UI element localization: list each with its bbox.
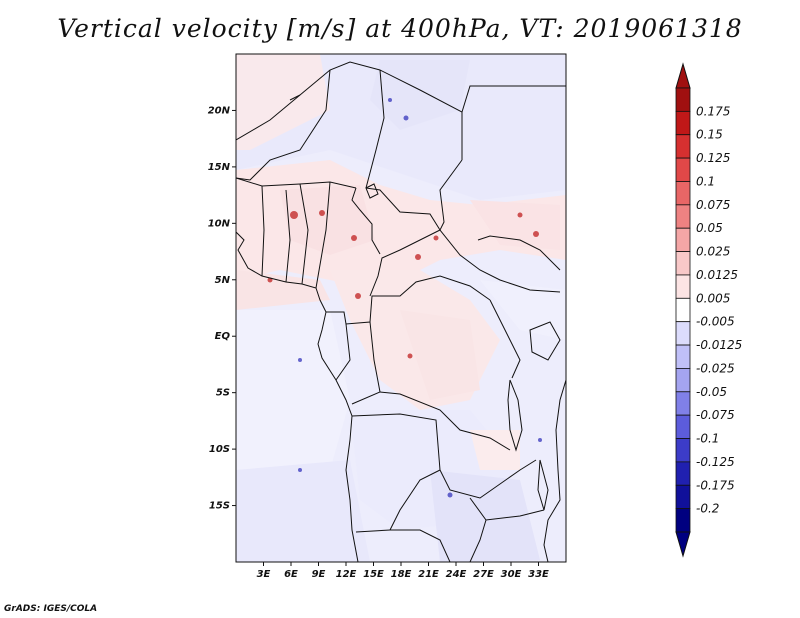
colorbar-swatch [675, 274, 691, 299]
colorbar-swatch [675, 508, 691, 533]
colorbar-swatch [675, 110, 691, 136]
lon-tick-label: 12E [336, 569, 357, 580]
lon-tick-label: 3E [257, 569, 271, 580]
colorbar-label: 0.005 [696, 291, 730, 305]
lon-tick-label: 33E [528, 569, 549, 580]
lon-tick-label: 30E [501, 569, 522, 580]
colorbar-label: -0.2 [696, 502, 719, 516]
lat-tick-label: 20N [208, 105, 231, 116]
colorbar-swatch [675, 391, 691, 416]
country-borders [236, 61, 566, 562]
colorbar-swatch [675, 87, 691, 112]
colorbar-swatch [675, 438, 691, 463]
colorbar-label: -0.025 [696, 361, 735, 375]
colorbar-label: 0.15 [696, 128, 723, 142]
colorbar-label: -0.1 [696, 432, 719, 446]
lon-tick-label: 21E [418, 569, 439, 580]
colorbar-label: -0.005 [696, 315, 735, 329]
colorbar-swatch [675, 484, 691, 510]
lon-tick-label: 6E [284, 569, 298, 580]
longitude-axis: 3E 6E 9E 12E 15E 18E 21E 24E 27E 30E 33E [257, 562, 549, 580]
colorbar-swatch [675, 414, 691, 439]
colorbar-bottom-arrow [675, 531, 691, 558]
colorbar-swatch [675, 344, 691, 369]
colorbar-swatch [675, 157, 691, 182]
colorbar-swatch [675, 181, 691, 206]
lat-tick-label: 5S [216, 388, 230, 399]
colorbar-top-arrow [675, 62, 691, 89]
lon-tick-label: 18E [391, 569, 412, 580]
vertical-velocity-field [236, 54, 566, 562]
lon-tick-label: 27E [473, 569, 494, 580]
colorbar-swatch [675, 134, 691, 159]
latitude-axis: 20N 15N 10N 5N EQ 5S 10S 15S [208, 105, 236, 512]
colorbar-swatch [675, 461, 691, 486]
grads-credit: GrADS: IGES/COLA [4, 604, 98, 614]
lon-tick-label: 9E [312, 569, 326, 580]
lat-tick-label: 15S [209, 501, 230, 512]
lat-tick-label: 15N [208, 162, 231, 173]
lat-tick-label: EQ [215, 331, 231, 342]
chart-title: Vertical velocity [m/s] at 400hPa, VT: 2… [57, 14, 743, 43]
lat-tick-label: 10S [209, 444, 230, 455]
colorbar-label: -0.05 [696, 385, 727, 399]
colorbar-label: 0.175 [696, 104, 730, 118]
colorbar-label: -0.0125 [696, 338, 742, 352]
colorbar-label: 0.075 [696, 198, 730, 212]
colorbar-label: 0.05 [696, 221, 723, 235]
colorbar-swatch [675, 204, 691, 229]
colorbar-label: 0.125 [696, 151, 730, 165]
lon-tick-label: 15E [363, 569, 384, 580]
colorbar-label: -0.125 [696, 455, 735, 469]
lat-tick-label: 5N [215, 275, 231, 286]
colorbar-swatch [675, 227, 691, 252]
colorbar-swatch [675, 297, 691, 323]
colorbar-swatch [675, 321, 691, 346]
colorbar-label: 0.025 [696, 245, 730, 259]
colorbar-label: 0.0125 [696, 268, 738, 282]
lat-tick-label: 10N [208, 218, 231, 229]
colorbar: 0.175 0.15 0.125 0.1 0.075 0.05 0.025 0.0125 0.0… [675, 62, 742, 558]
colorbar-swatch [675, 368, 691, 393]
lon-tick-label: 24E [446, 569, 467, 580]
colorbar-swatch [675, 251, 691, 276]
colorbar-label: -0.175 [696, 478, 735, 492]
colorbar-label: 0.1 [696, 174, 715, 188]
colorbar-label: -0.075 [696, 408, 735, 422]
